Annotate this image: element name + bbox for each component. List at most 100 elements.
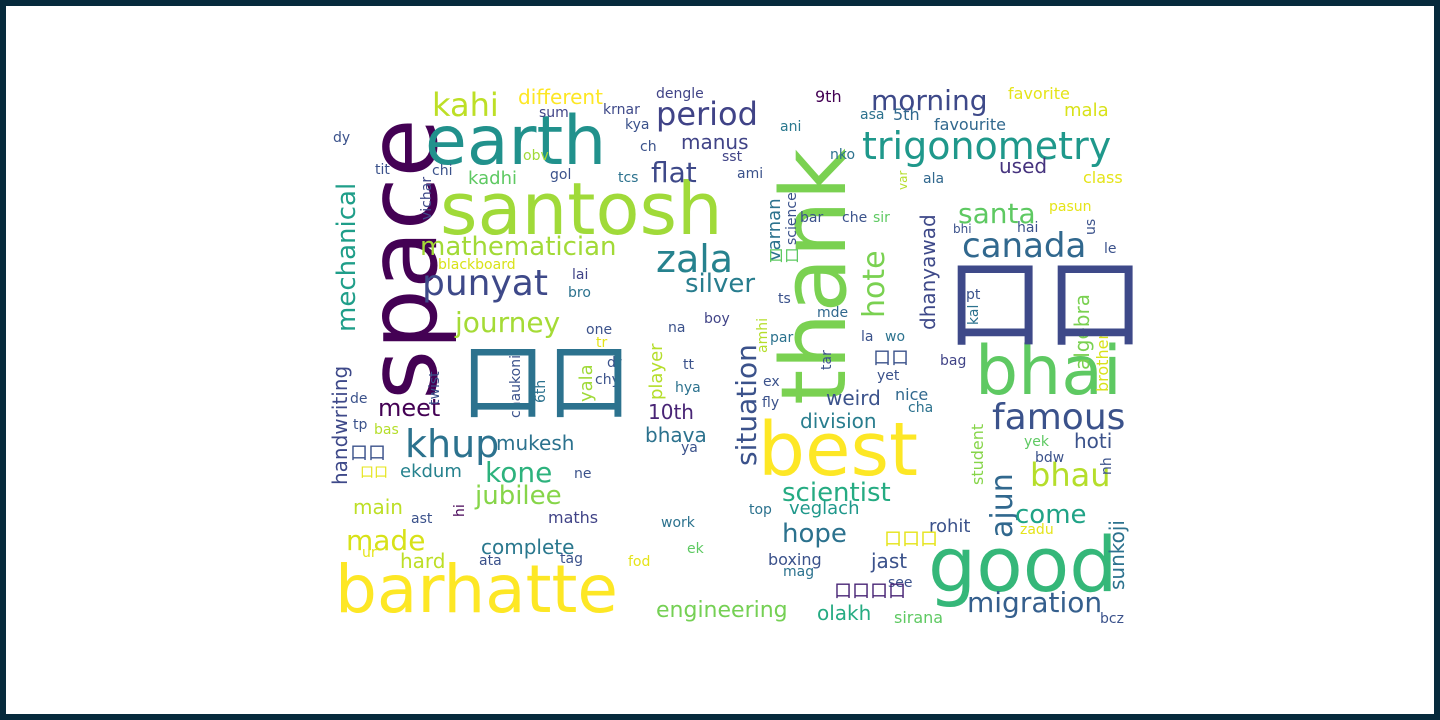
word: favorite [1008,84,1070,103]
word: amhi [755,318,771,353]
word: situation [730,344,763,466]
word: pasun [1049,199,1092,215]
word: tp [353,417,368,433]
word: favourite [934,115,1006,134]
word: bhai [975,332,1122,411]
word: jubilee [475,481,562,511]
word: bhau [1030,456,1111,494]
word: sirana [894,608,944,627]
word: bas [374,422,399,438]
word: jast [871,549,908,573]
word: work [661,515,695,531]
canvas-frame [6,6,1434,714]
word: dy [333,130,351,146]
word: chi [432,163,453,179]
word: dengle [656,86,704,102]
word: trigonometry [862,124,1112,168]
word: ya [681,440,698,456]
word: ami [737,166,764,182]
word: fly [762,395,780,411]
word: different [518,85,603,109]
word: ast [411,511,433,527]
word: mag [783,564,815,580]
word: used [999,154,1048,178]
word: dr [607,355,622,371]
word: bhava [645,423,707,447]
word: 10th [648,400,694,424]
word: bdw [1035,450,1065,466]
word: 口口 [768,246,801,265]
word: bhi [953,222,972,236]
word: player [646,343,667,400]
word: tit [375,162,390,178]
word: mechanical [332,182,362,332]
word: kone [485,456,553,489]
word: 口口 [460,333,632,433]
word: 口口口口 [834,581,906,602]
word: migration [967,586,1103,619]
word: santa [958,197,1036,230]
word: manus [681,130,749,154]
word: mala [1064,100,1109,121]
word: nice [895,385,929,404]
word: tcs [618,170,639,186]
word: cha [908,400,934,416]
word: hote [857,250,892,318]
word: ch [640,139,657,155]
word: 口口 [350,443,386,464]
word: hya [675,380,701,396]
word: one [586,322,613,338]
word: 5th [893,105,920,124]
word: top [749,502,772,518]
word: hi [452,504,468,517]
word: tag [560,551,583,567]
word: thank [762,148,867,405]
word: yek [1024,434,1050,450]
word: scientist [782,478,891,508]
word: bcz [1100,611,1124,627]
word: boxing [768,550,822,569]
word: ekdum [400,461,462,482]
word: lai [572,267,589,283]
word: veglach [789,498,860,519]
word: ts [778,291,791,307]
word: 口口 [945,246,1145,363]
word: 口口 [873,348,909,369]
word: hoti [1074,429,1113,453]
word: hope [782,519,847,549]
word: engineering [656,598,788,623]
word: ur [362,545,377,561]
word: ala [923,171,945,187]
word: barhatte [335,551,618,628]
word: ani [780,119,802,135]
word: ex [763,374,780,390]
word: weird [826,386,881,410]
word: class [1083,168,1123,187]
word: var [896,170,910,190]
word: zala [656,237,734,281]
word: asa [860,107,885,123]
word: che [842,210,868,226]
word: sir [873,210,890,226]
word: kya [625,117,650,133]
word: student [968,423,987,485]
word: dhanyawad [916,214,940,330]
word: boy [704,311,730,327]
word: sum [539,105,569,121]
word: krnar [603,102,640,118]
word: best [758,407,919,493]
word: nh [1099,457,1115,475]
word: ajun [985,473,1020,538]
word: obv [523,148,549,164]
word: bar [800,210,824,226]
word: khup [405,422,500,466]
word: kahi [432,86,499,124]
word: maths [548,508,599,527]
word: nko [830,147,856,163]
word: twist [427,371,443,405]
word: par [770,330,794,346]
word: canada [962,226,1087,266]
word: rohit [929,516,971,537]
word: mukesh [496,431,575,455]
word: period [656,95,758,133]
